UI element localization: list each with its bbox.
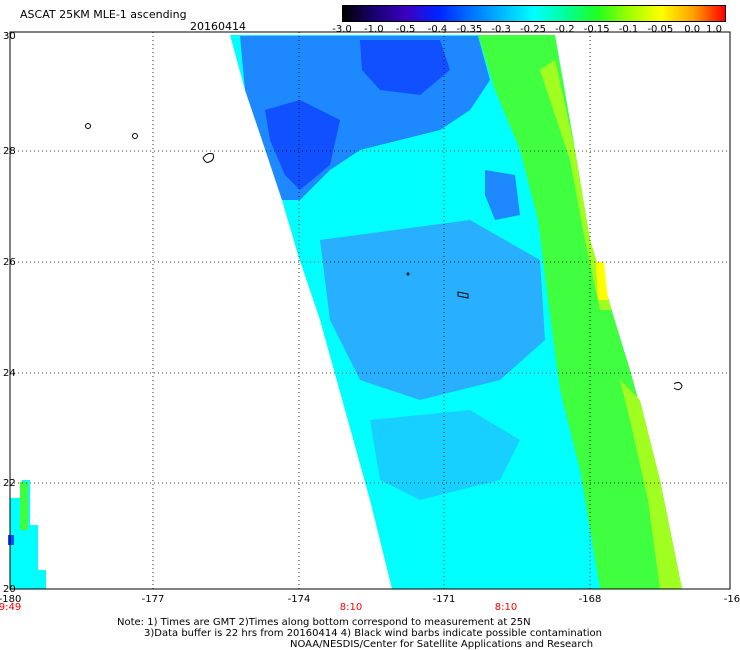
color-scale-label: -0.05	[647, 24, 674, 35]
color-scale-label: -0.3	[491, 24, 511, 35]
y-tick-label: 24	[3, 368, 16, 379]
time-label: 8:10	[340, 602, 362, 613]
island-5	[406, 272, 410, 276]
x-tick-label: -174	[288, 594, 311, 605]
left-swath-green	[20, 482, 28, 530]
note-line-3: NOAA/NESDIS/Center for Satellite Applica…	[290, 639, 594, 650]
map-title: ASCAT 25KM MLE-1 ascending	[20, 8, 187, 21]
color-scale-label: -3.0	[332, 24, 352, 35]
x-tick-label: -171	[433, 594, 456, 605]
left-swath-fragment	[10, 480, 46, 589]
y-tick-label: 30	[3, 31, 16, 42]
color-scale-label: -0.1	[618, 24, 639, 35]
axis-tick-labels: -180 -177 -174 -171 -168 -16 30 28 26 24 22 20 9:49 8…	[0, 31, 740, 613]
x-tick-label: -168	[579, 594, 602, 605]
swath-blue-patch	[485, 170, 520, 220]
island-1	[85, 123, 91, 129]
color-scale-label: -1.0	[364, 24, 384, 35]
time-label: 8:10	[495, 602, 517, 613]
note-line-1: Note: 1) Times are GMT 2)Times along bot…	[117, 617, 531, 628]
swath-light-blue	[320, 220, 545, 400]
color-scale-bar	[342, 5, 726, 22]
color-scale-labels: -3.0 -1.0 -0.5 -0.4 -0.35 -0.3 -0.25 -0.2 -0.15-…	[332, 24, 724, 36]
note-line-2: 3)Data buffer is 22 hrs from 20160414 4)…	[144, 628, 602, 639]
x-tick-label: -16	[724, 594, 740, 605]
island-4	[457, 291, 469, 299]
x-tick-label: -177	[142, 594, 165, 605]
swath-yellow-patch	[596, 262, 608, 300]
map-date: 20160414	[190, 20, 246, 33]
island-3	[202, 153, 214, 163]
ascat-swath	[8, 35, 682, 589]
swath-green-band	[478, 35, 682, 589]
plot-frame	[9, 31, 731, 590]
color-scale-label: -0.15	[583, 24, 610, 35]
swath-deep-blue-core-2	[360, 40, 450, 95]
left-swath-blue	[8, 535, 14, 545]
island-6	[673, 381, 683, 391]
y-tick-label: 28	[3, 146, 16, 157]
lat-lon-grid	[10, 32, 730, 589]
coastlines	[85, 123, 683, 391]
color-scale-label: -0.35	[456, 24, 483, 35]
swath-deep-blue-core	[265, 100, 340, 190]
swath-light-blue-2	[370, 410, 520, 500]
swath-lime-edge-2	[620, 380, 682, 589]
color-scale-label: -0.4	[427, 24, 448, 35]
x-tick-label: -180	[0, 594, 21, 605]
color-scale-label: -0.2	[555, 24, 575, 35]
time-label: 9:49	[0, 602, 21, 613]
swath-lime-edge	[540, 60, 612, 310]
y-tick-label: 26	[3, 257, 16, 268]
y-tick-label: 20	[3, 584, 16, 595]
island-2	[132, 133, 138, 139]
color-scale-label: 1.0	[706, 24, 722, 35]
color-scale-label: -0.25	[520, 24, 546, 35]
color-scale-label: -0.5	[395, 24, 416, 35]
color-scale-label: 0.0	[684, 24, 701, 35]
y-tick-label: 22	[3, 478, 16, 489]
